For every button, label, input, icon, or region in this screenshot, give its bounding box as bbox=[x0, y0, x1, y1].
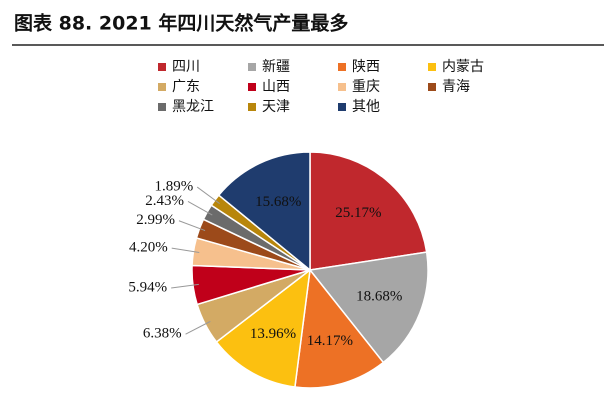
data-label: 25.17% bbox=[335, 205, 381, 221]
data-label: 18.68% bbox=[356, 289, 402, 305]
pie-slice bbox=[309, 151, 428, 271]
legend-swatch bbox=[338, 63, 346, 71]
data-label: 6.38% bbox=[143, 326, 182, 342]
legend-swatch bbox=[338, 83, 346, 91]
legend-label: 青海 bbox=[442, 79, 470, 95]
legend-swatch bbox=[248, 83, 256, 91]
legend-swatch bbox=[248, 63, 256, 71]
legend-swatch bbox=[428, 83, 436, 91]
pie-slice bbox=[294, 268, 385, 389]
chart-title: 图表 88. 2021 年四川天然气产量最多 bbox=[14, 12, 348, 35]
leader-line bbox=[185, 320, 211, 335]
legend-label: 山西 bbox=[262, 79, 290, 95]
data-label: 4.20% bbox=[129, 240, 168, 256]
leader-line bbox=[171, 283, 199, 289]
data-label: 5.94% bbox=[128, 279, 167, 295]
leader-line bbox=[178, 220, 206, 232]
data-label: 2.99% bbox=[136, 212, 175, 228]
legend-label: 天津 bbox=[262, 99, 290, 115]
legend-label: 四川 bbox=[172, 59, 200, 75]
data-label: 14.17% bbox=[307, 333, 353, 349]
legend-label: 新疆 bbox=[262, 59, 290, 75]
data-label: 15.68% bbox=[255, 194, 301, 210]
legend-label: 内蒙古 bbox=[442, 59, 484, 75]
legend-swatch bbox=[248, 103, 256, 111]
leader-line bbox=[187, 200, 213, 216]
legend-label: 黑龙江 bbox=[172, 99, 214, 115]
pie-slice bbox=[308, 251, 429, 364]
leader-line bbox=[171, 247, 200, 253]
legend-swatch bbox=[158, 83, 166, 91]
leader-line bbox=[196, 186, 220, 205]
legend-swatch bbox=[158, 103, 166, 111]
pie-slice bbox=[215, 268, 311, 388]
legend-label: 陕西 bbox=[352, 59, 380, 75]
legend-swatch bbox=[428, 63, 436, 71]
legend-swatch bbox=[338, 103, 346, 111]
legend-label: 重庆 bbox=[352, 79, 380, 95]
legend-label: 广东 bbox=[172, 79, 200, 95]
pie-slice bbox=[217, 151, 311, 272]
legend-swatch bbox=[158, 63, 166, 71]
data-label: 1.89% bbox=[154, 179, 193, 195]
legend-label: 其他 bbox=[352, 99, 380, 115]
data-label: 2.43% bbox=[145, 193, 184, 209]
data-label: 13.96% bbox=[250, 326, 296, 342]
